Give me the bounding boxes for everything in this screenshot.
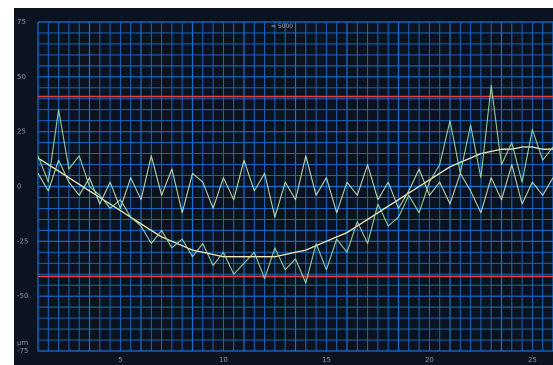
- x-tick-label: 10: [219, 356, 228, 364]
- x-tick-labels: 5 10 15 20 25: [118, 356, 537, 364]
- y-tick-label: 25: [17, 128, 26, 136]
- series-line-2: [37, 85, 553, 284]
- reference-lines: [38, 95, 553, 278]
- grid: [37, 21, 553, 352]
- oscilloscope-chart: 75 50 25 0 -25 -50 -75 5 10 15 20 25 = 5000 μm: [14, 8, 553, 365]
- y-tick-label: -50: [17, 292, 28, 300]
- y-tick-labels: 75 50 25 0 -25 -50 -75: [17, 18, 28, 355]
- x-tick-label: 25: [528, 356, 537, 364]
- chart-title: = 5000: [271, 23, 293, 30]
- x-tick-label: 20: [425, 356, 434, 364]
- x-tick-label: 15: [322, 356, 331, 364]
- chart-plot: 75 50 25 0 -25 -50 -75 5 10 15 20 25 = 5000 μm: [17, 18, 553, 364]
- y-tick-label: 0: [17, 183, 21, 191]
- series-line-1: [37, 146, 553, 258]
- y-tick-label: 75: [17, 18, 26, 26]
- series-group: [37, 85, 553, 284]
- series-line-3: [37, 155, 553, 218]
- x-tick-label: 5: [118, 356, 122, 364]
- y-tick-label: -75: [17, 347, 28, 355]
- y-axis-label: μm: [17, 339, 28, 347]
- y-tick-label: 50: [17, 73, 26, 81]
- y-tick-label: -25: [17, 237, 28, 245]
